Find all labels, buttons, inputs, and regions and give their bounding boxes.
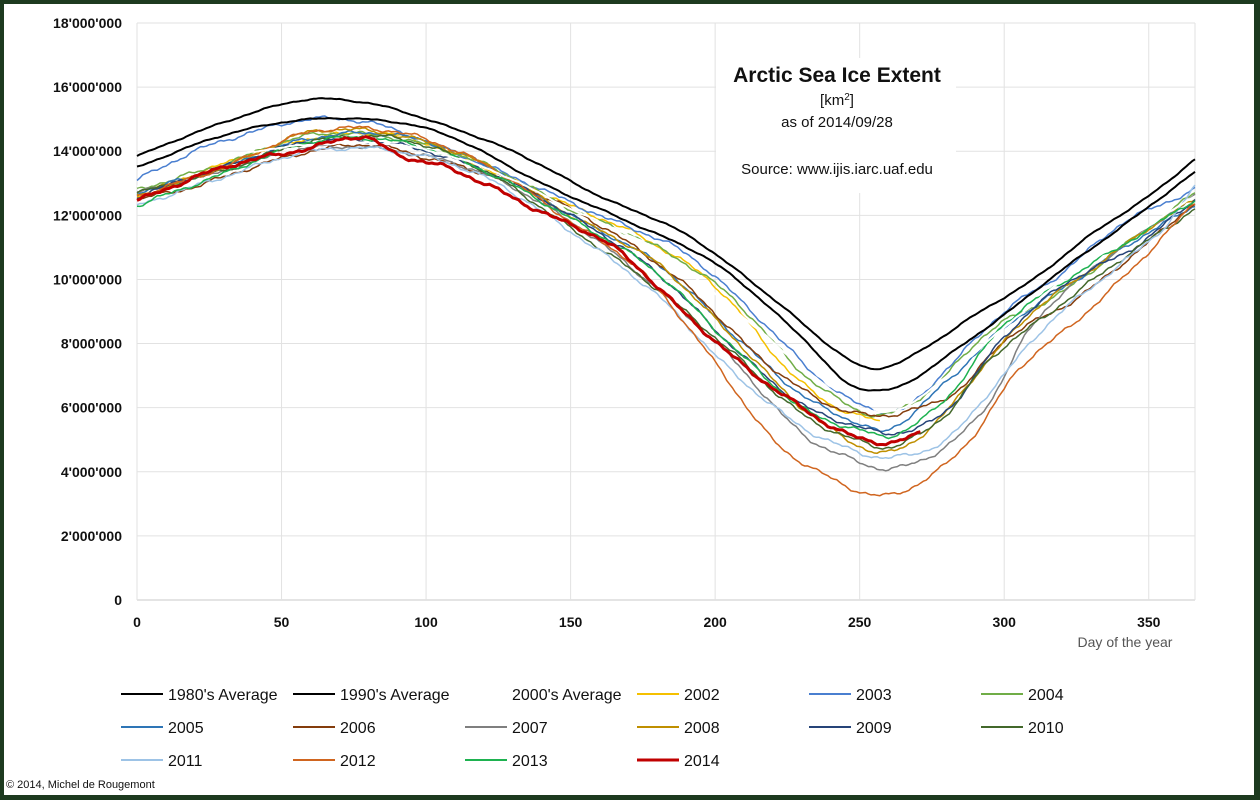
series-line-2006 (136, 143, 1196, 418)
x-tick-label: 100 (414, 614, 438, 630)
y-tick-label: 6'000'000 (61, 400, 122, 416)
y-tick-label: 0 (114, 592, 122, 608)
y-tick-label: 16'000'000 (53, 79, 122, 95)
series-line-1990-s-average (136, 117, 1196, 392)
legend-label: 1980's Average (168, 687, 278, 704)
x-axis-label: Day of the year (1078, 634, 1173, 650)
y-tick-label: 18'000'000 (53, 15, 122, 31)
legend-label: 2004 (1028, 687, 1064, 704)
unit-close: ] (850, 92, 854, 109)
legend-item: 2000's Average (465, 687, 622, 704)
legend-item: 2007 (465, 720, 548, 737)
x-tick-label: 50 (274, 614, 290, 630)
series-line-2011 (136, 146, 1196, 460)
legend-label: 2000's Average (512, 687, 622, 704)
series-line-2009 (136, 137, 1196, 436)
legend-label: 2009 (856, 720, 892, 737)
title-box: Arctic Sea Ice Extent [km2] as of 2014/0… (716, 58, 956, 193)
y-tick-label: 12'000'000 (53, 207, 122, 223)
x-axis-ticks: 0 50 100 150 200 250 300 350 (133, 614, 1161, 630)
chart-title: Arctic Sea Ice Extent (733, 64, 941, 87)
title-box-bg (716, 58, 956, 193)
grid (136, 22, 1196, 601)
legend: 1980's Average 1990's Average 2000's Avera… (121, 687, 1064, 770)
legend-label: 1990's Average (340, 687, 450, 704)
series-line-2005 (136, 130, 1196, 433)
legend-label: 2002 (684, 687, 720, 704)
x-tick-label: 350 (1137, 614, 1161, 630)
legend-item: 2003 (809, 687, 892, 704)
series-line-2010 (136, 133, 1196, 450)
as-of-date: as of 2014/09/28 (781, 114, 893, 131)
legend-item: 2011 (121, 753, 203, 770)
legend-item: 2005 (121, 720, 204, 737)
legend-label: 2012 (340, 753, 376, 770)
unit-label: [km2] (820, 92, 854, 110)
x-tick-label: 0 (133, 614, 141, 630)
legend-item: 1980's Average (121, 687, 278, 704)
chart-frame: 0 2'000'000 4'000'000 6'000'000 8'000'000 10'… (4, 4, 1254, 795)
legend-label: 2014 (684, 753, 720, 770)
legend-item: 2010 (981, 720, 1064, 737)
chart-svg: 0 2'000'000 4'000'000 6'000'000 8'000'000 10'… (6, 15, 1196, 791)
series-line-2012 (136, 125, 1196, 497)
legend-label: 2010 (1028, 720, 1064, 737)
x-tick-label: 200 (703, 614, 727, 630)
x-tick-label: 250 (848, 614, 872, 630)
legend-item: 2014 (637, 753, 720, 770)
series-lines (136, 97, 1196, 497)
legend-item: 2008 (637, 720, 720, 737)
legend-item: 2013 (465, 753, 548, 770)
legend-item: 2006 (293, 720, 376, 737)
unit-sup: 2 (844, 92, 850, 103)
data-source: Source: www.ijis.iarc.uaf.edu (741, 161, 933, 178)
series-line-2003 (136, 115, 1196, 415)
series-line-2000-s-average (136, 141, 1196, 414)
legend-label: 2005 (168, 720, 204, 737)
legend-item: 2004 (981, 687, 1064, 704)
legend-label: 2003 (856, 687, 892, 704)
copyright: © 2014, Michel de Rougemont (6, 779, 155, 791)
series-line-2013 (136, 135, 1196, 440)
y-tick-label: 14'000'000 (53, 143, 122, 159)
legend-label: 2006 (340, 720, 376, 737)
legend-label: 2008 (684, 720, 720, 737)
x-tick-label: 150 (559, 614, 583, 630)
legend-label: 2011 (168, 753, 203, 770)
series-line-1980-s-average (136, 97, 1196, 371)
series-line-2004 (136, 130, 1196, 418)
x-tick-label: 300 (993, 614, 1017, 630)
series-line-2008 (136, 127, 1196, 455)
legend-item: 1990's Average (293, 687, 450, 704)
legend-label: 2007 (512, 720, 548, 737)
y-tick-label: 2'000'000 (61, 528, 122, 544)
legend-item: 2009 (809, 720, 892, 737)
legend-item: 2002 (637, 687, 720, 704)
legend-item: 2012 (293, 753, 376, 770)
y-tick-label: 10'000'000 (53, 271, 122, 287)
unit-base: [km (820, 92, 844, 109)
y-axis-ticks: 0 2'000'000 4'000'000 6'000'000 8'000'000 10'… (53, 15, 122, 608)
legend-label: 2013 (512, 753, 548, 770)
y-tick-label: 4'000'000 (61, 464, 122, 480)
series-line-2014 (136, 135, 921, 447)
y-tick-label: 8'000'000 (61, 336, 122, 352)
